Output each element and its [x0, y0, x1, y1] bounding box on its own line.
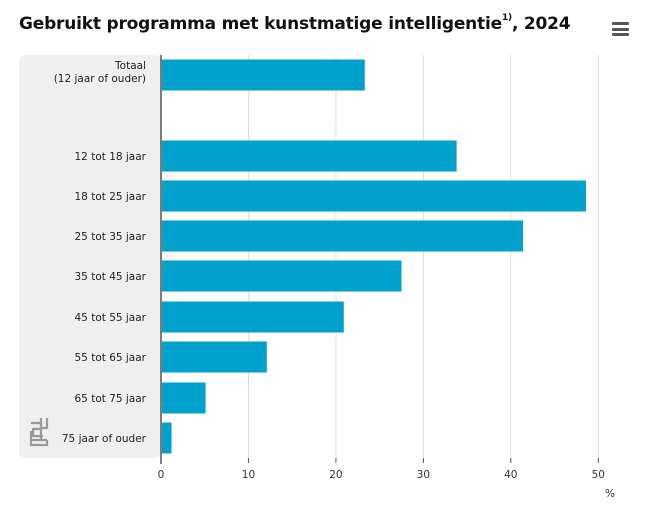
logo-stroke: [41, 418, 49, 430]
x-tick-label: 10: [242, 469, 255, 481]
bar[interactable]: [162, 220, 524, 252]
x-tick-label: 30: [417, 469, 430, 481]
logo-stroke: [35, 440, 49, 447]
category-label: 12 tot 18 jaar: [75, 151, 147, 163]
menu-line: [612, 22, 629, 25]
chart-title: Gebruikt programma met kunstmatige intel…: [19, 13, 571, 34]
category-label: 25 tot 35 jaar: [75, 231, 147, 243]
menu-line: [612, 33, 629, 36]
category-label: Totaal (12 jaar of ouder): [54, 60, 146, 85]
bar[interactable]: [162, 341, 267, 373]
hamburger-menu-icon[interactable]: [612, 22, 629, 36]
chart-title-text: Gebruikt programma met kunstmatige intel…: [19, 14, 502, 34]
title-footnote-mark: 1): [501, 13, 512, 24]
bar[interactable]: [162, 140, 457, 172]
category-label-line: 45 tot 55 jaar: [75, 312, 147, 324]
category-label-line: 18 tot 25 jaar: [75, 191, 147, 203]
bar[interactable]: [162, 260, 402, 292]
category-label: 45 tot 55 jaar: [75, 312, 147, 324]
x-tick-label: 20: [329, 469, 342, 481]
category-label: 65 tot 75 jaar: [75, 393, 147, 405]
x-tick-label: 0: [158, 469, 165, 481]
bar[interactable]: [162, 301, 344, 333]
category-label: 55 tot 65 jaar: [75, 352, 147, 364]
logo-stroke: [31, 421, 43, 438]
category-label-line: 55 tot 65 jaar: [75, 352, 147, 364]
category-label: 35 tot 45 jaar: [75, 271, 147, 283]
logo-stroke: [29, 431, 35, 447]
bar[interactable]: [162, 382, 206, 414]
category-label-line: 25 tot 35 jaar: [75, 231, 147, 243]
category-label-line: 65 tot 75 jaar: [75, 393, 147, 405]
cbs-logo-icon: [29, 418, 49, 447]
category-label-line: 35 tot 45 jaar: [75, 271, 147, 283]
x-axis-label: %: [605, 488, 615, 500]
bar[interactable]: [162, 180, 587, 212]
bar[interactable]: [162, 422, 172, 454]
bar[interactable]: [162, 59, 365, 91]
x-tick-label: 50: [592, 469, 605, 481]
category-label-line: (12 jaar of ouder): [54, 73, 146, 85]
category-label: 75 jaar of ouder: [62, 433, 147, 445]
menu-line: [612, 27, 629, 31]
category-label-line: 75 jaar of ouder: [62, 433, 147, 445]
category-label-line: Totaal: [114, 60, 146, 72]
chart-title-year: , 2024: [511, 14, 571, 34]
category-label: 18 tot 25 jaar: [75, 191, 147, 203]
category-label-line: 12 tot 18 jaar: [75, 151, 147, 163]
x-tick-label: 40: [504, 469, 517, 481]
category-label-panel: [19, 55, 161, 458]
